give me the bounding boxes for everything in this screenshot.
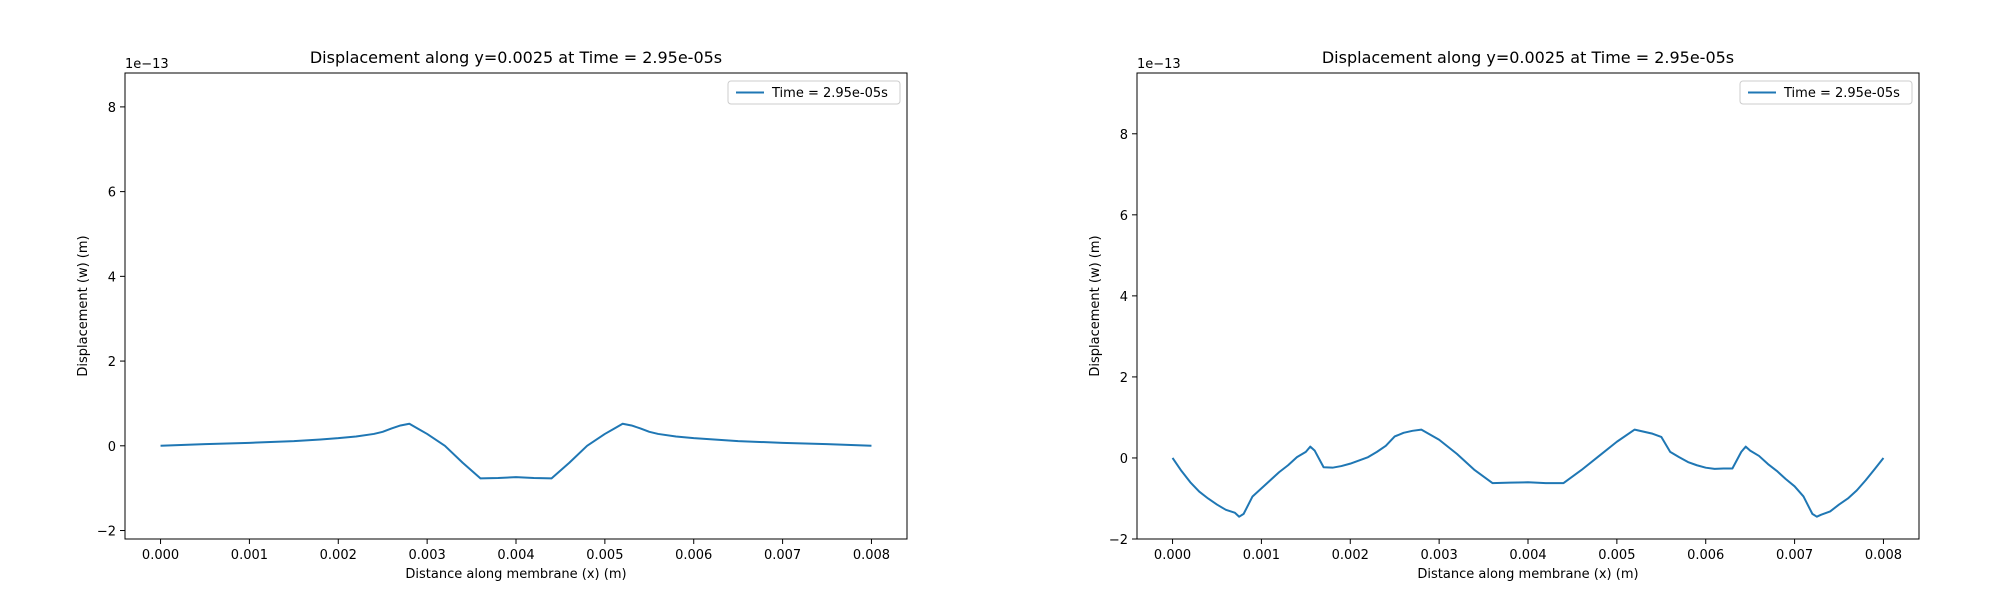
- y-offset-label: 1e−13: [1137, 57, 1181, 72]
- y-axis-label: Displacement (w) (m): [76, 235, 91, 376]
- y-tick-label: −2: [1109, 533, 1128, 548]
- chart-left: Displacement along y=0.0025 at Time = 2.…: [76, 48, 908, 582]
- y-axis-ticks: −2 0 2 4 6 8: [97, 101, 125, 540]
- x-tick-label: 0.005: [586, 548, 623, 563]
- plot-area: [1171, 428, 1885, 518]
- x-tick-label: 0.002: [320, 548, 357, 563]
- series-line-0: [160, 422, 872, 480]
- x-tick-label: 0.000: [1154, 548, 1191, 563]
- x-tick-label: 0.001: [231, 548, 268, 563]
- y-tick-label: 2: [108, 355, 116, 370]
- y-tick-label: 6: [108, 186, 116, 201]
- x-tick-label: 0.007: [764, 548, 801, 563]
- x-tick-label: 0.008: [1865, 548, 1902, 563]
- x-tick-label: 0.003: [409, 548, 446, 563]
- x-tick-label: 0.005: [1598, 548, 1635, 563]
- x-tick-label: 0.004: [497, 548, 534, 563]
- legend-label: Time = 2.95e-05s: [1783, 86, 1900, 101]
- legend: Time = 2.95e-05s: [1739, 80, 1913, 105]
- chart-title: Displacement along y=0.0025 at Time = 2.…: [310, 48, 722, 67]
- x-tick-label: 0.006: [1687, 548, 1724, 563]
- x-tick-label: 0.008: [853, 548, 890, 563]
- legend-box: [1739, 80, 1913, 105]
- y-tick-label: 0: [108, 440, 116, 455]
- plot-area: [160, 422, 872, 480]
- y-tick-label: 2: [1120, 371, 1128, 386]
- y-tick-label: 4: [1120, 290, 1128, 305]
- y-tick-label: 4: [108, 270, 116, 285]
- x-tick-label: 0.006: [675, 548, 712, 563]
- y-tick-label: 8: [108, 101, 116, 116]
- x-tick-label: 0.000: [142, 548, 179, 563]
- legend-box: [727, 80, 901, 105]
- axes-frame: [1136, 72, 1920, 540]
- x-axis-ticks: 0.000 0.001 0.002 0.003 0.004 0.005 0.006 0.007…: [1154, 539, 1902, 563]
- legend-label: Time = 2.95e-05s: [771, 86, 888, 101]
- y-tick-label: −2: [97, 525, 116, 540]
- chart-right: Displacement along y=0.0025 at Time = 2.…: [1088, 48, 1920, 582]
- series-line-0: [1171, 428, 1885, 518]
- y-offset-label: 1e−13: [125, 57, 169, 72]
- y-tick-label: 8: [1120, 128, 1128, 143]
- chart-title: Displacement along y=0.0025 at Time = 2.…: [1322, 48, 1734, 67]
- x-tick-label: 0.003: [1421, 548, 1458, 563]
- y-tick-label: 6: [1120, 209, 1128, 224]
- legend: Time = 2.95e-05s: [727, 80, 901, 105]
- x-tick-label: 0.001: [1243, 548, 1280, 563]
- x-tick-label: 0.007: [1776, 548, 1813, 563]
- x-axis-ticks: 0.000 0.001 0.002 0.003 0.004 0.005 0.006 0.007…: [142, 539, 890, 563]
- x-axis-label: Distance along membrane (x) (m): [1417, 567, 1638, 582]
- x-axis-label: Distance along membrane (x) (m): [405, 567, 626, 582]
- y-tick-label: 0: [1120, 452, 1128, 467]
- y-axis-ticks: −2 0 2 4 6 8: [1109, 128, 1137, 548]
- x-tick-label: 0.004: [1509, 548, 1546, 563]
- y-axis-label: Displacement (w) (m): [1088, 235, 1103, 376]
- axes-frame: [124, 72, 908, 540]
- x-tick-label: 0.002: [1332, 548, 1369, 563]
